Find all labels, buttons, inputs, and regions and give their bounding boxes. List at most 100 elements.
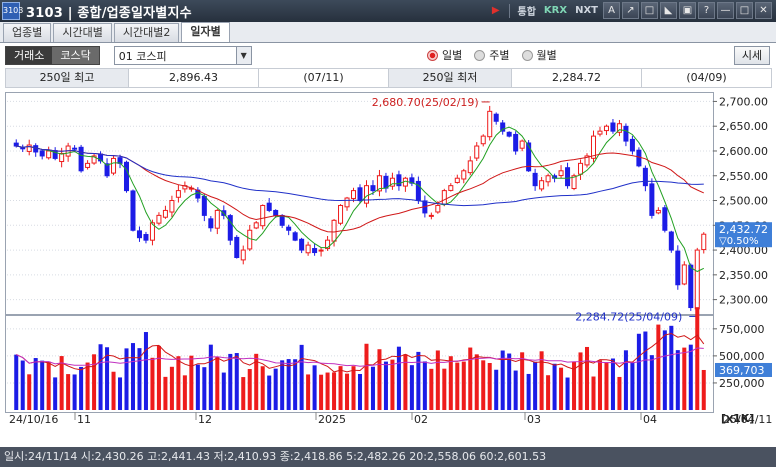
candle-body xyxy=(351,190,357,199)
candle-body xyxy=(39,150,45,157)
candle-body xyxy=(46,150,52,159)
link-icon[interactable]: ↗ xyxy=(622,2,639,19)
tab-by-time[interactable]: 시간대별 xyxy=(53,23,112,42)
volume-bar xyxy=(92,354,97,410)
radio-daily[interactable]: 일별 xyxy=(427,47,462,63)
volume-bar xyxy=(312,365,317,410)
volume-bar xyxy=(118,377,123,410)
layout-icon[interactable]: ▣ xyxy=(679,2,696,19)
radio-icon xyxy=(521,49,533,61)
candle-body xyxy=(597,130,603,135)
close-icon[interactable]: ✕ xyxy=(755,2,772,19)
volume-bar xyxy=(597,360,602,410)
volume-bar xyxy=(604,362,609,410)
x-tick-label: 03 xyxy=(527,413,541,426)
volume-tick-label: 250,000 xyxy=(719,377,765,390)
volume-bar xyxy=(617,376,622,410)
candle-body xyxy=(240,249,246,261)
volume-bar xyxy=(280,360,285,410)
candle-body xyxy=(85,162,91,168)
candle-body xyxy=(72,147,78,150)
candle-body xyxy=(441,190,447,205)
candle-body xyxy=(539,180,545,190)
price-tick-label: 2,500.00 xyxy=(719,195,768,208)
candle-body xyxy=(383,175,389,189)
tab-by-sector[interactable]: 업종별 xyxy=(3,23,52,42)
period-radio-group: 일별 주별 월별 xyxy=(427,47,557,63)
candle-body xyxy=(584,155,590,166)
volume-bar xyxy=(403,354,408,410)
volume-bar xyxy=(435,350,440,410)
volume-bar xyxy=(345,373,350,410)
volume-bar xyxy=(448,356,453,410)
volume-bar xyxy=(247,369,252,410)
toolbar-krx[interactable]: KRX xyxy=(543,5,568,16)
volume-bar xyxy=(630,362,635,410)
volume-bar xyxy=(701,369,706,410)
volume-bar xyxy=(202,367,207,410)
candle-body xyxy=(156,214,162,224)
chart-svg[interactable]: 2,700.00 2,650.00 2,600.00 2,550.00 2,500.00… xyxy=(5,92,772,428)
market-kosdaq-button[interactable]: 코스닥 xyxy=(52,47,99,64)
volume-bar xyxy=(137,348,142,410)
candle-body xyxy=(111,157,117,174)
candle-body xyxy=(266,202,272,211)
candle-body xyxy=(558,170,564,177)
index-chart[interactable]: 2,700.00 2,650.00 2,600.00 2,550.00 2,500.00… xyxy=(5,92,772,428)
candle-body xyxy=(279,214,285,226)
x-tick-label: 04 xyxy=(643,413,657,426)
volume-bar xyxy=(364,343,369,410)
pin-icon[interactable]: ◣ xyxy=(660,2,677,19)
candle-body xyxy=(519,140,525,149)
high-label: 250일 최고 xyxy=(6,69,129,87)
toolbar-nxt[interactable]: NXT xyxy=(575,5,598,16)
ma60-line xyxy=(16,145,704,207)
candle-body xyxy=(668,231,674,251)
candle-body xyxy=(78,146,84,172)
volume-bar xyxy=(649,355,654,410)
low-date: (04/09) xyxy=(686,71,727,84)
screen-icon[interactable]: □ xyxy=(641,2,658,19)
volume-bar xyxy=(234,353,239,410)
font-size-icon[interactable]: A xyxy=(603,2,620,19)
volume-bar xyxy=(306,374,311,410)
market-kospi-button[interactable]: 거래소 xyxy=(6,47,53,64)
volume-bar xyxy=(533,361,538,410)
toolbar-integrated[interactable]: 통합 xyxy=(517,7,536,18)
candle-body xyxy=(357,187,363,202)
radio-monthly[interactable]: 월별 xyxy=(521,47,557,63)
candle-body xyxy=(286,226,292,231)
radio-selected-icon xyxy=(427,49,438,61)
candle-body xyxy=(474,145,480,159)
x-tick-label: 12 xyxy=(198,413,212,426)
help-icon[interactable]: ? xyxy=(698,2,715,19)
radio-weekly[interactable]: 주별 xyxy=(474,47,510,63)
candle-body xyxy=(448,185,454,191)
window-toolbar: ▶ 통합 KRX NXT A ↗ □ ◣ ▣ ? — □ ✕ xyxy=(492,2,772,19)
quote-button[interactable]: 시세 xyxy=(734,46,770,65)
maximize-icon[interactable]: □ xyxy=(736,2,753,19)
candle-body xyxy=(513,133,519,152)
volume-bar xyxy=(370,366,375,410)
candle-body xyxy=(318,249,324,252)
candle-body xyxy=(344,197,350,208)
volume-bar xyxy=(487,363,492,410)
chevron-down-icon[interactable]: ▼ xyxy=(235,47,251,64)
index-select[interactable]: 01 코스피 ▼ xyxy=(113,46,252,65)
candle-body xyxy=(338,204,344,224)
play-arrow-icon[interactable]: ▶ xyxy=(491,5,500,16)
volume-bar xyxy=(513,370,518,410)
candle-body xyxy=(454,177,460,183)
minimize-icon[interactable]: — xyxy=(717,2,734,19)
tab-by-time-2[interactable]: 시간대별2 xyxy=(113,23,180,42)
price-tick-label: 2,550.00 xyxy=(719,170,768,183)
current-volume-badge xyxy=(715,362,772,377)
volume-tick-label: 500,000 xyxy=(719,350,765,363)
tab-by-date[interactable]: 일자별 xyxy=(181,22,230,42)
low-label: 250일 최저 xyxy=(389,69,512,87)
volume-bar xyxy=(286,359,291,410)
volume-bar xyxy=(33,358,38,410)
candle-body xyxy=(480,135,486,145)
volume-bar xyxy=(267,375,272,410)
volume-bar xyxy=(27,374,32,410)
